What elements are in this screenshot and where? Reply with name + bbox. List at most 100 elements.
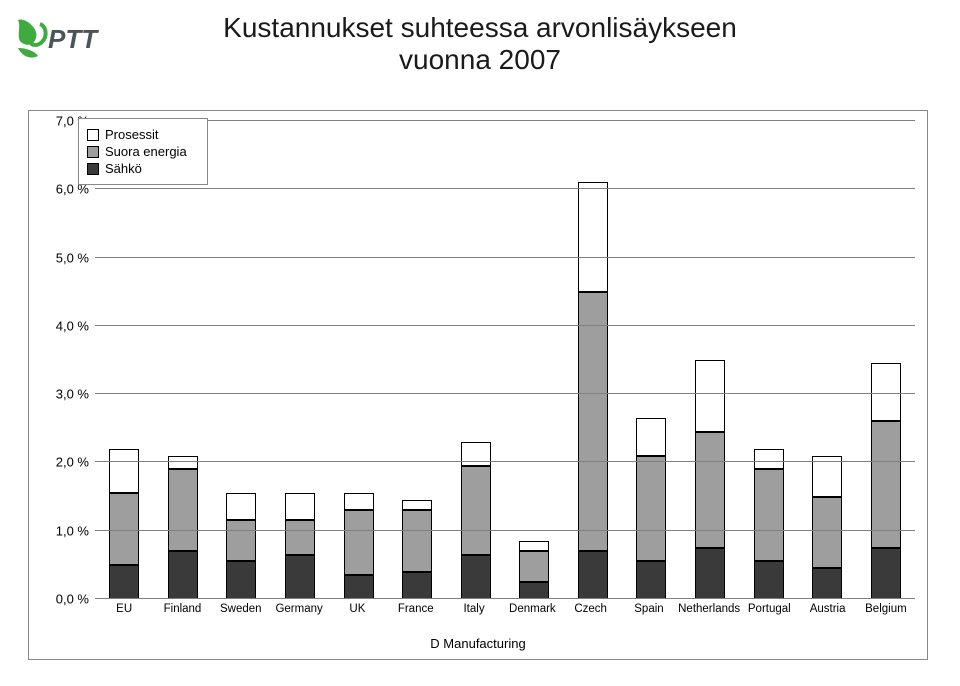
gridline: 0,0 % (95, 598, 915, 599)
bar-slot (798, 121, 857, 599)
bar-segment-prosessit (168, 456, 198, 470)
title-line2: vuonna 2007 (399, 44, 561, 75)
bar-segment-prosessit (636, 418, 666, 456)
bar-segment-prosessit (226, 493, 256, 520)
bar-slot (154, 121, 213, 599)
bar-portugal (754, 449, 784, 599)
bar-slot (681, 121, 740, 599)
bar-slot (388, 121, 447, 599)
x-axis-label: Germany (270, 603, 328, 623)
y-axis-label: 1,0 % (56, 523, 95, 538)
bar-segment-suora_energia (168, 469, 198, 551)
bar-segment-suora_energia (285, 520, 315, 554)
bar-segment-sahko (695, 548, 725, 599)
gridline: 6,0 % (95, 188, 915, 189)
gridline: 7,0 % (95, 120, 915, 121)
y-axis-label: 3,0 % (56, 387, 95, 402)
bar-segment-suora_energia (402, 510, 432, 571)
y-axis-label: 5,0 % (56, 250, 95, 265)
bar-segment-suora_energia (812, 497, 842, 569)
gridline: 2,0 % (95, 461, 915, 462)
bar-segment-prosessit (695, 360, 725, 432)
bar-segment-sahko (109, 565, 139, 599)
bar-slot (95, 121, 154, 599)
y-axis-label: 2,0 % (56, 455, 95, 470)
page: PTT Kustannukset suhteessa arvonlisäykse… (0, 0, 960, 686)
x-axis-label: Sweden (212, 603, 270, 623)
legend-label: Suora energia (105, 144, 187, 159)
legend-label: Sähkö (105, 161, 142, 176)
bar-segment-sahko (636, 561, 666, 599)
bar-slot (329, 121, 388, 599)
y-axis-label: 4,0 % (56, 318, 95, 333)
bar-segment-sahko (402, 572, 432, 599)
chart-frame: 0,0 % 1,0 % 2,0 % 3,0 % 4,0 % 5,0 % 6,0 % 7,0 %… (28, 110, 928, 660)
bar-segment-prosessit (578, 182, 608, 291)
bar-segment-prosessit (402, 500, 432, 510)
bar-spain (636, 418, 666, 599)
bar-slot (505, 121, 564, 599)
x-axis-label: UK (328, 603, 386, 623)
bar-segment-sahko (344, 575, 374, 599)
footer-label: D Manufacturing (29, 636, 927, 651)
bar-eu (109, 449, 139, 599)
x-axis-label: Czech (562, 603, 620, 623)
bar-segment-sahko (519, 582, 549, 599)
bar-slot (857, 121, 916, 599)
bars-row (95, 121, 915, 599)
bar-slot (622, 121, 681, 599)
x-axis-label: Finland (153, 603, 211, 623)
bar-netherlands (695, 360, 725, 599)
legend-label: Prosessit (105, 127, 158, 142)
gridline: 3,0 % (95, 393, 915, 394)
bar-segment-suora_energia (754, 469, 784, 561)
bar-denmark (519, 541, 549, 599)
legend-swatch (87, 146, 99, 158)
y-axis-label: 0,0 % (56, 592, 95, 607)
bar-segment-sahko (226, 561, 256, 599)
bar-segment-suora_energia (461, 466, 491, 555)
bar-segment-sahko (871, 548, 901, 599)
bar-finland (168, 456, 198, 599)
bar-uk (344, 493, 374, 599)
bar-segment-sahko (754, 561, 784, 599)
x-axis-label: EU (95, 603, 153, 623)
bar-slot (271, 121, 330, 599)
x-axis-label: Italy (445, 603, 503, 623)
title-line1: Kustannukset suhteessa arvonlisäykseen (223, 12, 737, 43)
bar-germany (285, 493, 315, 599)
bar-italy (461, 442, 491, 599)
bar-segment-suora_energia (344, 510, 374, 575)
legend-box: Prosessit Suora energia Sähkö (78, 118, 208, 185)
bar-slot (446, 121, 505, 599)
bar-austria (812, 456, 842, 599)
bar-segment-suora_energia (636, 456, 666, 562)
bar-belgium (871, 363, 901, 599)
x-axis-label: France (387, 603, 445, 623)
gridline: 1,0 % (95, 530, 915, 531)
bar-slot (739, 121, 798, 599)
bar-sweden (226, 493, 256, 599)
bar-slot (564, 121, 623, 599)
chart-title: Kustannukset suhteessa arvonlisäykseen v… (0, 12, 960, 76)
gridline: 4,0 % (95, 325, 915, 326)
x-axis-label: Belgium (857, 603, 915, 623)
legend-item-prosessit: Prosessit (87, 127, 199, 142)
plot-area: 0,0 % 1,0 % 2,0 % 3,0 % 4,0 % 5,0 % 6,0 % 7,0 % (95, 121, 915, 599)
bar-segment-sahko (285, 555, 315, 599)
legend-item-suora_energia: Suora energia (87, 144, 199, 159)
legend-swatch (87, 129, 99, 141)
legend-item-sahko: Sähkö (87, 161, 199, 176)
bar-segment-prosessit (519, 541, 549, 551)
bar-slot (212, 121, 271, 599)
bar-segment-sahko (812, 568, 842, 599)
x-axis-label: Portugal (740, 603, 798, 623)
x-labels-row: EUFinlandSwedenGermanyUKFranceItalyDenma… (95, 603, 915, 623)
bar-segment-sahko (168, 551, 198, 599)
bar-segment-prosessit (344, 493, 374, 510)
x-axis-label: Spain (620, 603, 678, 623)
gridline: 5,0 % (95, 257, 915, 258)
x-axis-label: Denmark (503, 603, 561, 623)
x-axis-label: Netherlands (678, 603, 740, 623)
bar-segment-prosessit (109, 449, 139, 493)
